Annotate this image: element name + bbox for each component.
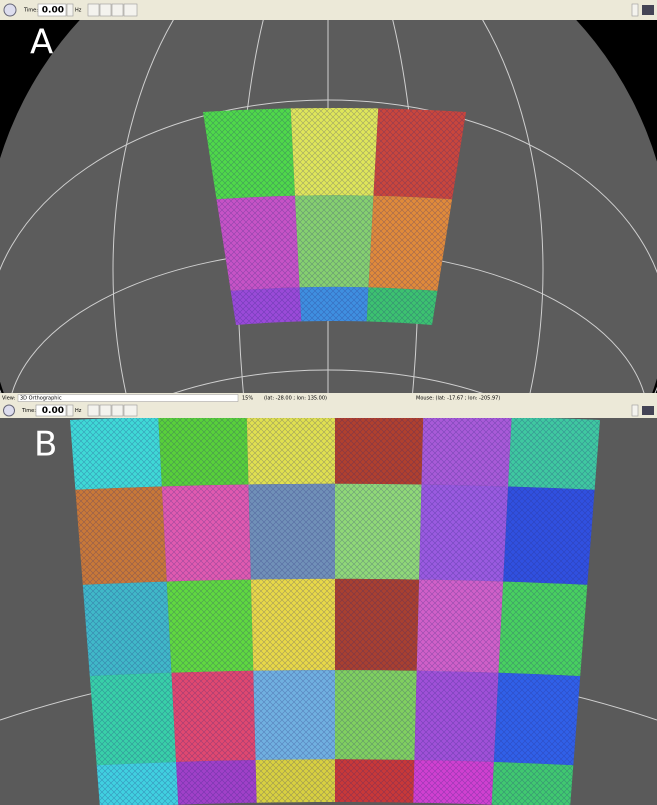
tile-hatch — [335, 759, 415, 803]
tile-hatch — [366, 287, 438, 325]
tile-hatch — [491, 762, 574, 805]
tile-hatch — [295, 195, 374, 288]
mouse-position: Mouse: (lat: -17.67 ; lon: -205.97) — [416, 396, 500, 402]
forward-button[interactable] — [123, 404, 138, 417]
back-button[interactable] — [111, 3, 124, 17]
center: (lat: -28.00 ; lon: 135.00) — [264, 396, 327, 402]
tile-hatch — [70, 418, 162, 490]
status-bar: View: 3D Orthographic 15% (lat: -28.00 ;… — [0, 393, 657, 403]
toolbar-bg — [0, 403, 657, 418]
toolbar-top: Time: 0.00 Hz — [0, 0, 657, 20]
window-icon[interactable] — [642, 406, 654, 415]
grid-line — [112, 20, 544, 393]
tiles — [203, 108, 466, 325]
tile-hatch — [493, 672, 581, 766]
tile-hatch — [166, 579, 254, 673]
tile-hatch — [413, 760, 494, 805]
tile-hatch — [158, 418, 249, 487]
tile-hatch — [368, 195, 453, 291]
tile-hatch — [253, 670, 335, 760]
forward-button[interactable] — [123, 3, 138, 17]
view-a: A — [0, 20, 657, 393]
view-select[interactable] — [17, 394, 239, 402]
tile-hatch — [96, 762, 179, 805]
tiles — [70, 418, 600, 805]
slider[interactable] — [631, 404, 639, 417]
view-b: B — [0, 418, 657, 805]
tile-hatch — [335, 483, 422, 580]
view-label: View: — [2, 396, 16, 402]
time-value: 0.00 — [42, 6, 64, 16]
slider[interactable] — [631, 3, 639, 17]
tile-hatch — [335, 418, 424, 485]
tile-hatch — [248, 483, 335, 580]
tile-hatch — [203, 108, 295, 200]
time-unit: Hz — [75, 8, 82, 14]
tile-hatch — [414, 670, 499, 762]
tile-hatch — [255, 759, 335, 803]
tile-hatch — [373, 108, 466, 200]
spinner[interactable] — [66, 3, 74, 17]
toolbar-bg — [0, 0, 657, 20]
tile-hatch — [75, 486, 167, 585]
tile-hatch — [290, 108, 379, 196]
tile-hatch — [421, 418, 512, 487]
tile-hatch — [508, 418, 600, 490]
tile-hatch — [161, 484, 251, 582]
step-button[interactable] — [99, 404, 112, 417]
tile-hatch — [498, 581, 588, 677]
time-label: Time: — [23, 8, 38, 14]
time-input[interactable] — [37, 3, 67, 17]
time-label: Time: — [21, 408, 36, 414]
status-bg — [0, 393, 657, 403]
tile-hatch — [335, 578, 420, 671]
view-mode: 3D Orthographic — [20, 396, 62, 402]
time-unit: Hz — [75, 408, 82, 414]
toolbar-bottom: Time: 0.00 Hz — [0, 403, 657, 418]
panel-label: B — [34, 425, 57, 465]
tile-hatch — [230, 287, 302, 325]
back-button[interactable] — [111, 404, 124, 417]
tile-hatch — [82, 581, 172, 677]
tile-hatch — [89, 672, 177, 766]
time-icon[interactable] — [3, 3, 17, 17]
tile-hatch — [176, 760, 257, 805]
time-value: 0.00 — [42, 406, 64, 416]
tile-hatch — [246, 418, 335, 485]
panel-label: A — [30, 23, 53, 63]
tile-hatch — [503, 486, 595, 585]
tile-hatch — [419, 484, 509, 582]
time-icon[interactable] — [3, 404, 15, 417]
tile-hatch — [250, 578, 335, 671]
play-button[interactable] — [87, 404, 100, 417]
step-button[interactable] — [99, 3, 112, 17]
zoom: 15% — [242, 396, 253, 402]
tile-hatch — [171, 670, 256, 762]
play-button[interactable] — [87, 3, 100, 17]
tile-hatch — [216, 195, 300, 291]
tile-hatch — [299, 286, 369, 322]
time-input[interactable] — [35, 404, 67, 417]
tile-hatch — [416, 579, 504, 673]
spinner[interactable] — [66, 404, 74, 417]
window-icon[interactable] — [642, 5, 654, 15]
tile-hatch — [335, 670, 417, 760]
